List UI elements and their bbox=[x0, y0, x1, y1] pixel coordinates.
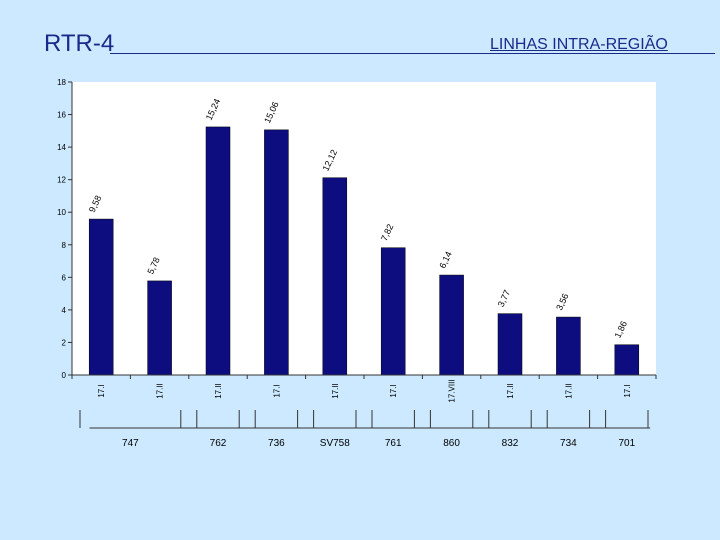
bar bbox=[497, 313, 523, 376]
x-tick-label: 17.II bbox=[564, 383, 573, 399]
group-label: 736 bbox=[268, 438, 285, 449]
x-tick-label: 17.I bbox=[272, 384, 281, 397]
bar bbox=[88, 218, 114, 376]
bar bbox=[439, 274, 464, 376]
y-tick-label: 6 bbox=[62, 273, 67, 282]
bar bbox=[556, 316, 581, 376]
bar bbox=[322, 177, 348, 376]
bar bbox=[264, 129, 289, 376]
y-tick-label: 18 bbox=[57, 78, 66, 87]
group-label: 832 bbox=[502, 438, 519, 449]
x-tick-label: 17.II bbox=[214, 383, 223, 399]
x-tick-label: 17.II bbox=[506, 383, 515, 399]
group-label: 761 bbox=[385, 438, 402, 449]
y-tick-label: 10 bbox=[57, 208, 66, 217]
group-label: 747 bbox=[122, 438, 139, 449]
y-tick-label: 12 bbox=[57, 176, 66, 185]
group-label: 860 bbox=[443, 438, 460, 449]
x-tick-label: 17.I bbox=[623, 384, 632, 397]
x-tick-label: 17.VIII bbox=[448, 379, 457, 402]
group-label: 701 bbox=[618, 438, 635, 449]
x-tick-label: 17.II bbox=[331, 383, 340, 399]
bar bbox=[380, 247, 406, 376]
group-labels: 747 762 736 SV758 761 860 832 734 701 bbox=[79, 410, 651, 449]
bars-group bbox=[88, 126, 640, 376]
page-title: RTR-4 bbox=[44, 30, 115, 57]
x-axis: 17.I 17.II 17.II 17.I 17.II 17.I 17.VIII 17.II 1… bbox=[71, 374, 657, 403]
y-tick-label: 8 bbox=[62, 241, 67, 250]
bar bbox=[147, 280, 172, 376]
y-tick-label: 14 bbox=[57, 143, 66, 152]
y-axis: 0 2 4 6 8 10 12 14 16 18 bbox=[57, 78, 73, 380]
page-subtitle: LINHAS INTRA-REGIÃO bbox=[490, 36, 668, 53]
x-tick-label: 17.II bbox=[156, 383, 165, 399]
y-tick-label: 2 bbox=[62, 338, 67, 347]
x-tick-label: 17.I bbox=[97, 384, 106, 397]
y-tick-label: 16 bbox=[57, 111, 66, 120]
group-label: 762 bbox=[210, 438, 227, 449]
title-underline bbox=[110, 53, 715, 54]
group-label: 734 bbox=[560, 438, 577, 449]
bar bbox=[205, 126, 231, 376]
y-tick-label: 0 bbox=[62, 371, 67, 380]
group-label: SV758 bbox=[320, 438, 350, 449]
bar bbox=[614, 344, 640, 376]
x-tick-label: 17.I bbox=[389, 384, 398, 397]
y-tick-label: 4 bbox=[62, 306, 67, 315]
